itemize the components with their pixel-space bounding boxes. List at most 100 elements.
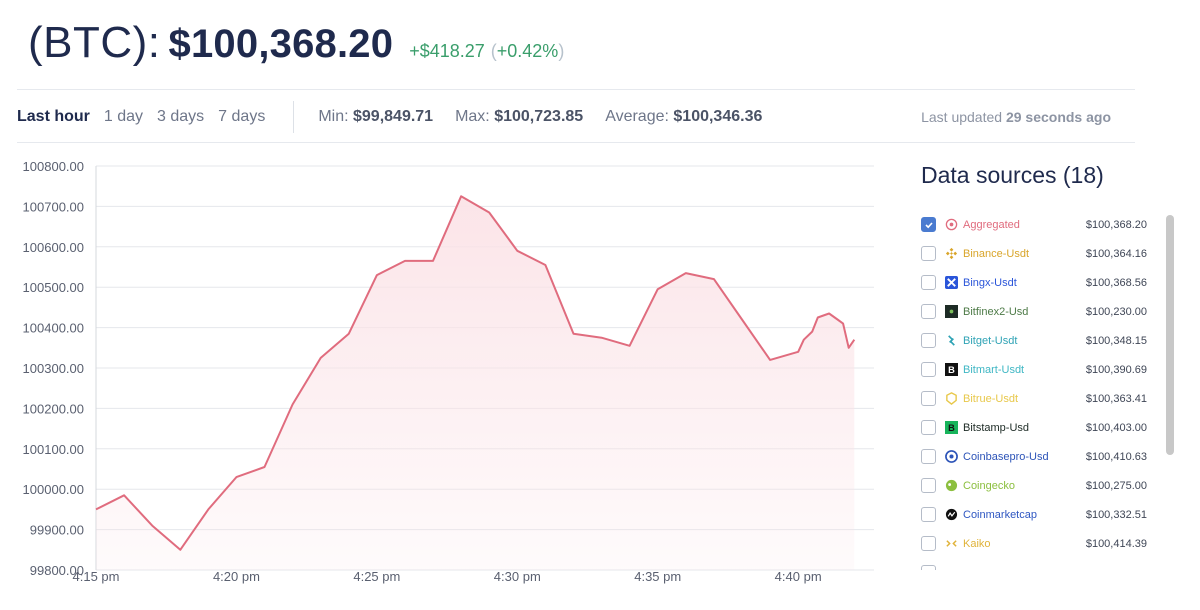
y-tick-label: 100400.00: [23, 321, 84, 336]
y-tick-label: 100800.00: [23, 159, 84, 174]
max-label: Max:: [455, 108, 490, 125]
source-checkbox[interactable]: [921, 420, 936, 435]
coingecko-icon: [944, 479, 958, 493]
data-source-row[interactable]: Kaiko $100,414.39: [912, 529, 1162, 558]
data-source-row[interactable]: Coinbasepro-Usd $100,410.63: [912, 442, 1162, 471]
min-label: Min:: [318, 108, 349, 125]
source-value: $100,410.63: [1085, 450, 1147, 463]
last-updated-label: Last updated: [921, 109, 1003, 125]
bitfinex-icon: [944, 305, 958, 319]
data-source-row[interactable]: Bitfinex2-Usd $100,230.00: [912, 297, 1162, 326]
source-name: Coinmarketcap: [963, 508, 1037, 521]
max-stat: Max: $100,723.85: [455, 108, 583, 126]
data-point: [404, 260, 406, 262]
y-tick-label: 99900.00: [30, 523, 84, 538]
price-chart[interactable]: 100800.00 100700.00 100600.00 100500.00 1004…: [0, 148, 900, 588]
source-checkbox[interactable]: [921, 449, 936, 464]
partial-row: [944, 566, 958, 571]
data-source-row[interactable]: Coinmarketcap $100,332.51: [912, 500, 1162, 529]
data-point: [376, 274, 378, 276]
data-source-row[interactable]: Bingx-Usdt $100,368.56: [912, 268, 1162, 297]
tab-last-hour[interactable]: Last hour: [17, 108, 90, 125]
data-point: [811, 330, 813, 332]
percent-value: +0.42%: [496, 41, 559, 61]
toolbar: Last hour 1 day 3 days 7 days Min: $99,8…: [17, 100, 1135, 134]
tab-1-day[interactable]: 1 day: [103, 108, 144, 125]
data-point: [235, 476, 237, 478]
data-source-row[interactable]: B Bitstamp-Usd $100,403.00: [912, 413, 1162, 442]
data-point: [348, 333, 350, 335]
data-point: [853, 339, 855, 341]
min-value: $99,849.71: [353, 108, 434, 125]
source-name: Aggregated: [963, 218, 1020, 231]
data-point: [179, 549, 181, 551]
data-sources-panel: Data sources (18) Aggregated $100,368.20 B…: [912, 150, 1182, 570]
last-updated: Last updated 29 seconds ago: [921, 109, 1111, 125]
svg-text:B: B: [948, 423, 955, 433]
data-source-row[interactable]: Bitrue-Usdt $100,363.41: [912, 384, 1162, 413]
toolbar-separator: [293, 101, 295, 133]
source-value: $100,414.39: [1085, 537, 1147, 550]
source-checkbox[interactable]: [921, 507, 936, 522]
source-name: Bitget-Usdt: [963, 334, 1018, 347]
bitrue-icon: [944, 392, 958, 406]
current-price: $100,368.20: [168, 22, 394, 66]
data-source-row[interactable]: B Bitmart-Usdt $100,390.69: [912, 355, 1162, 384]
data-point: [848, 347, 850, 349]
min-stat: Min: $99,849.71: [318, 108, 433, 126]
x-tick-label: 4:20 pm: [213, 569, 260, 584]
tab-3-days[interactable]: 3 days: [157, 108, 205, 125]
data-point: [836, 318, 838, 320]
data-source-row[interactable]: Coingecko $100,275.00: [912, 471, 1162, 500]
data-source-row[interactable]: Bitget-Usdt $100,348.15: [912, 326, 1162, 355]
data-sources-scrollbar[interactable]: [1166, 215, 1174, 455]
x-tick-label: 4:40 pm: [775, 569, 822, 584]
average-label: Average:: [605, 108, 669, 125]
data-point: [516, 250, 518, 252]
source-checkbox[interactable]: [921, 217, 936, 232]
source-checkbox[interactable]: [921, 536, 936, 551]
source-checkbox[interactable]: [921, 362, 936, 377]
source-checkbox[interactable]: [921, 246, 936, 261]
source-checkbox[interactable]: [921, 304, 936, 319]
y-tick-label: 99800.00: [30, 563, 84, 578]
data-point: [713, 278, 715, 280]
y-tick-label: 100500.00: [23, 280, 84, 295]
data-point: [657, 288, 659, 290]
source-checkbox[interactable]: [921, 478, 936, 493]
y-tick-label: 100000.00: [23, 482, 84, 497]
tab-7-days[interactable]: 7 days: [218, 108, 266, 125]
source-checkbox[interactable]: [921, 275, 936, 290]
coinmarketcap-icon: [944, 508, 958, 522]
x-tick-label: 4:25 pm: [353, 569, 400, 584]
data-source-row[interactable]: [912, 558, 1162, 570]
data-source-row[interactable]: Binance-Usdt $100,364.16: [912, 239, 1162, 268]
data-point: [797, 351, 799, 353]
source-name: Bitrue-Usdt: [963, 392, 1019, 405]
source-checkbox[interactable]: [921, 565, 936, 570]
data-source-row[interactable]: Aggregated $100,368.20: [912, 210, 1162, 239]
data-point: [572, 333, 574, 335]
source-checkbox[interactable]: [921, 391, 936, 406]
data-point: [151, 524, 153, 526]
x-tick-label: 4:35 pm: [634, 569, 681, 584]
bitstamp-icon: B: [944, 421, 958, 435]
bitmart-icon: B: [944, 363, 958, 377]
source-name: Coingecko: [963, 479, 1015, 492]
data-point: [628, 345, 630, 347]
source-value: $100,348.15: [1085, 334, 1147, 347]
toolbar-divider: [17, 142, 1135, 143]
x-tick-label: 4:30 pm: [494, 569, 541, 584]
y-tick-label: 100100.00: [23, 442, 84, 457]
data-point: [817, 316, 819, 318]
source-name: Bitfinex2-Usd: [963, 305, 1029, 318]
source-value: $100,403.00: [1085, 421, 1147, 434]
y-tick-label: 100600.00: [23, 240, 84, 255]
data-point: [320, 357, 322, 359]
svg-text:B: B: [948, 365, 955, 375]
source-checkbox[interactable]: [921, 333, 936, 348]
data-point: [460, 195, 462, 197]
data-point: [842, 322, 844, 324]
aggregated-icon: [944, 218, 958, 232]
paren-close: ): [558, 41, 565, 61]
